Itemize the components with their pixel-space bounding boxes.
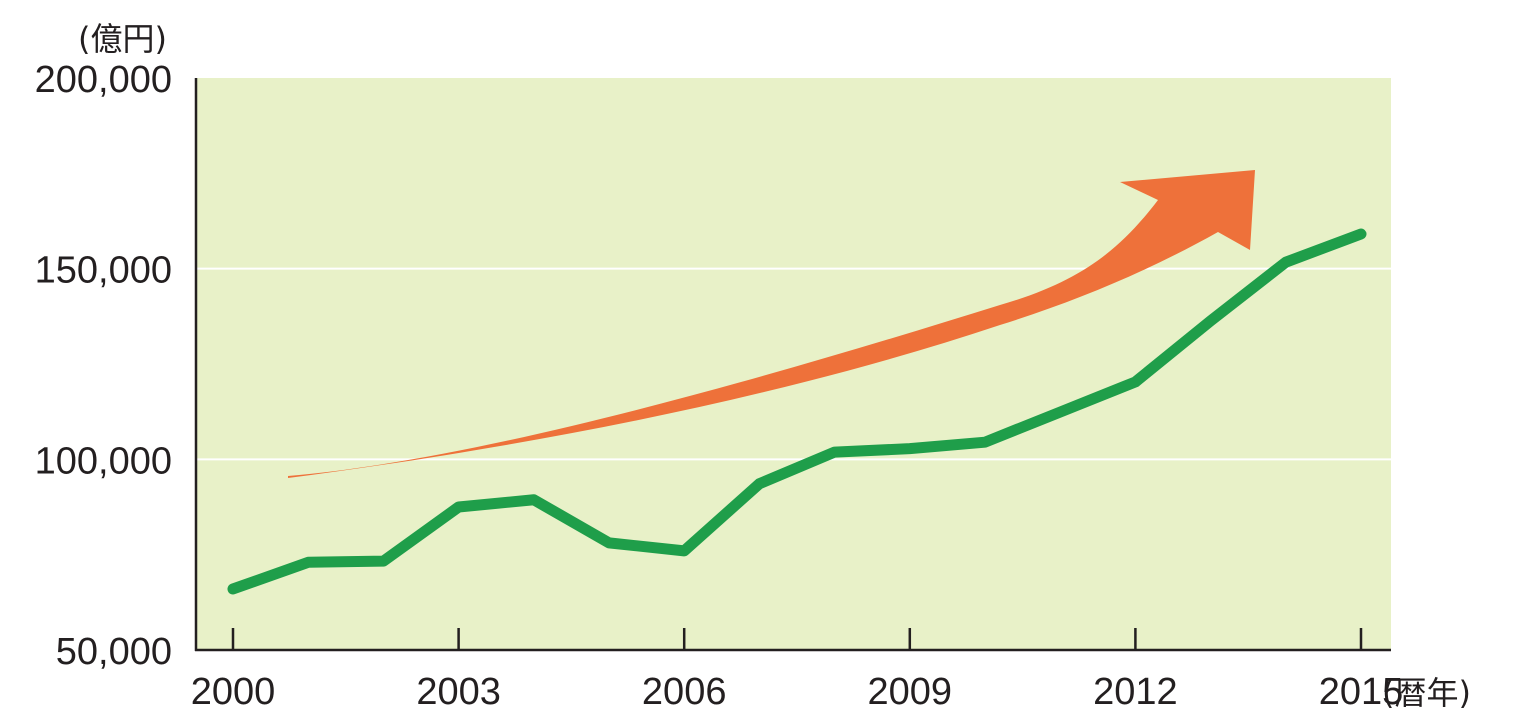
x-tick-label: 2000	[191, 671, 276, 713]
x-tick-label: 2009	[868, 671, 953, 713]
y-tick-label: 50,000	[56, 631, 172, 673]
y-tick-label: 100,000	[35, 440, 172, 482]
gridlines	[196, 267, 1391, 461]
x-unit-label: (暦年)	[1382, 674, 1471, 712]
x-tick-marks	[231, 628, 1363, 650]
x-tick-label: 2006	[642, 671, 727, 713]
y-unit-label: (億円)	[78, 20, 167, 58]
x-tick-labels: 2000 2003 2006 2009 2012 2015	[191, 671, 1404, 713]
y-tick-labels: 50,000 100,000 150,000 200,000	[35, 59, 172, 673]
series-line	[227, 228, 1367, 595]
y-tick-label: 150,000	[35, 250, 172, 292]
x-tick-label: 2015	[1319, 671, 1404, 713]
x-tick-label: 2003	[416, 671, 501, 713]
x-tick-label: 2012	[1093, 671, 1178, 713]
y-tick-label: 200,000	[35, 59, 172, 101]
trend-arrow	[288, 170, 1255, 478]
